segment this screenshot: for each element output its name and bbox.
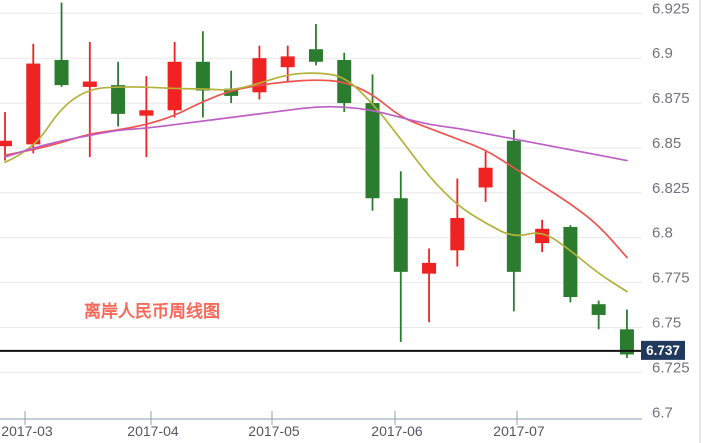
- candle: [82, 42, 97, 157]
- candle-body: [506, 140, 521, 272]
- candle: [535, 219, 550, 253]
- candle: [393, 171, 408, 342]
- candle-body: [139, 110, 154, 116]
- candle: [591, 300, 606, 330]
- current-price-tag: [641, 340, 685, 360]
- y-axis-label: 6.75: [652, 314, 681, 331]
- candle-body: [563, 226, 578, 297]
- candle-body: [308, 49, 323, 62]
- candle: [195, 31, 210, 118]
- candle: [308, 24, 323, 66]
- candle: [167, 42, 182, 118]
- candle: [365, 74, 380, 211]
- candle-body: [111, 85, 126, 114]
- candle-body: [535, 228, 550, 244]
- y-axis-label: 6.875: [652, 90, 690, 107]
- chart-title: 离岸人民币周线图: [84, 302, 220, 321]
- ma-mid-olive-line: [4, 72, 628, 293]
- candle: [450, 178, 465, 267]
- candle: [422, 248, 437, 323]
- y-axis-label: 6.85: [652, 135, 681, 152]
- y-axis-label: 6.8: [652, 225, 673, 242]
- candle: [54, 2, 69, 87]
- candle-body: [422, 262, 437, 274]
- candle: [111, 61, 126, 127]
- candle-body: [167, 61, 182, 111]
- y-axis-label: 6.725: [652, 359, 690, 376]
- candle: [478, 151, 493, 202]
- candle-body: [591, 304, 606, 315]
- candle-body: [393, 198, 408, 272]
- candle-body: [82, 81, 97, 87]
- y-axis-label: 6.7: [652, 404, 673, 421]
- candle: [506, 130, 521, 312]
- candle-body: [450, 217, 465, 251]
- candle: [224, 70, 239, 104]
- x-axis-label: 2017-03: [1, 423, 53, 439]
- y-axis-label: 6.9: [652, 45, 673, 62]
- candle: [252, 45, 267, 100]
- x-axis-label: 2017-05: [248, 423, 300, 439]
- y-axis-label: 6.775: [652, 270, 690, 287]
- candle-body: [478, 167, 493, 188]
- x-axis-label: 2017-04: [127, 423, 179, 439]
- y-axis-label: 6.925: [652, 0, 690, 17]
- candle-body: [365, 103, 380, 199]
- candle-body: [0, 140, 12, 147]
- candle-body: [337, 59, 352, 104]
- candle-body: [195, 61, 210, 91]
- candle: [0, 112, 12, 161]
- candle: [563, 225, 578, 303]
- candle-body: [280, 56, 295, 68]
- current-price-tag-label: 6.737: [646, 343, 680, 358]
- y-axis-label: 6.825: [652, 180, 690, 197]
- x-axis-label: 2017-06: [371, 423, 423, 439]
- ma-slow-purple-line: [4, 105, 628, 162]
- candle-body: [619, 329, 634, 355]
- candle-body: [54, 59, 69, 86]
- candle-body: [26, 63, 41, 145]
- candle-body: [252, 58, 267, 93]
- candle: [26, 43, 41, 154]
- candle-body: [224, 88, 239, 96]
- candle: [139, 76, 154, 157]
- x-axis-label: 2017-07: [493, 423, 545, 439]
